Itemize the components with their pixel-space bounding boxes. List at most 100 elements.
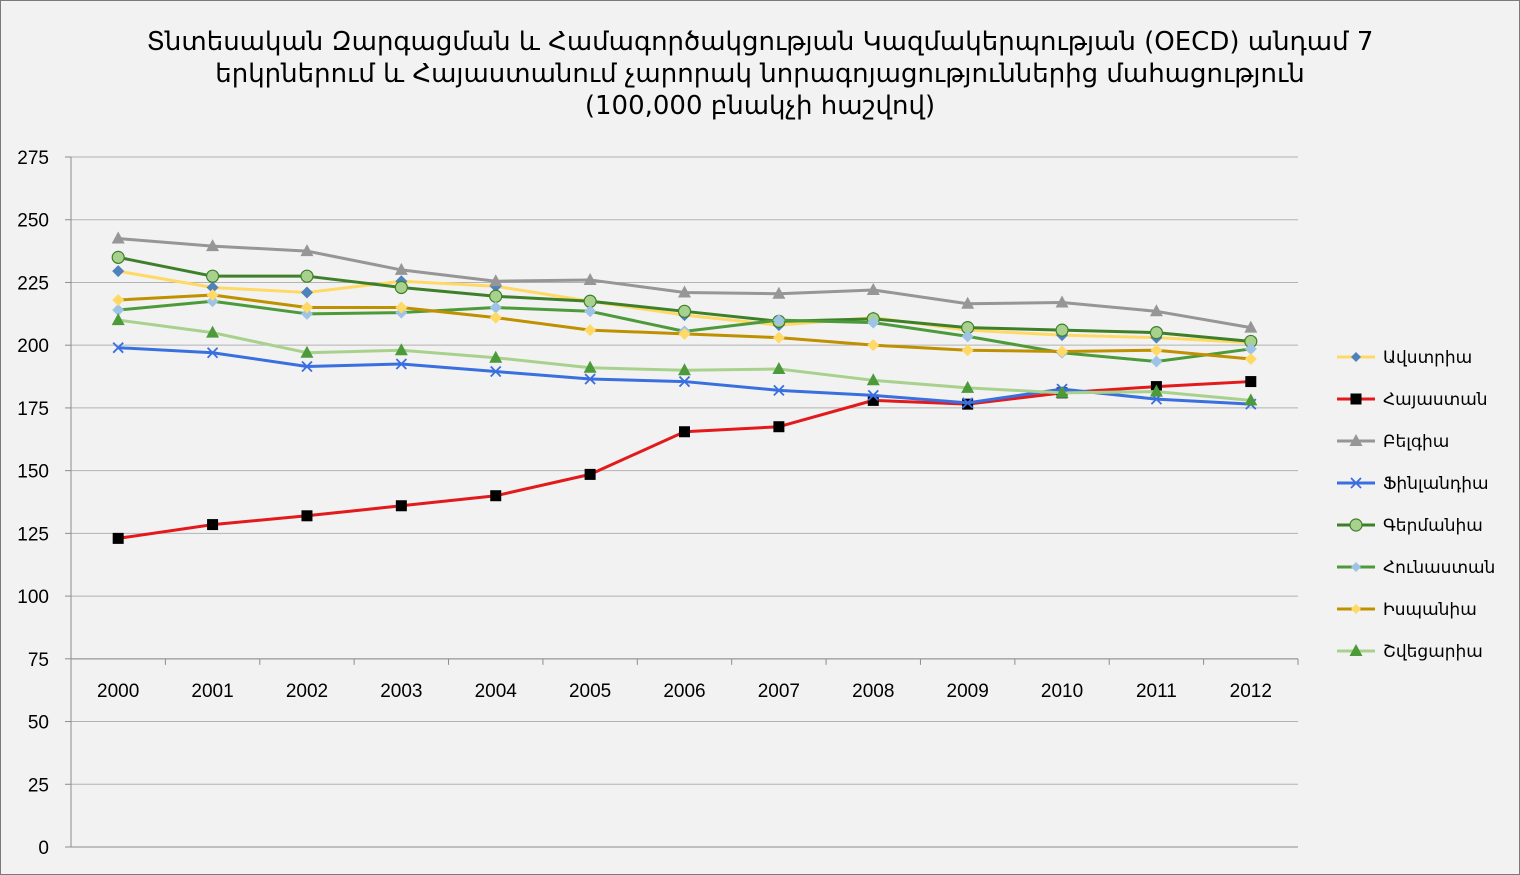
series-line bbox=[118, 346, 1251, 406]
x-tick-label: 2001 bbox=[191, 681, 233, 702]
chart-title-line-2: երկրներում և Հայաստանում չարորակ նորագոյ… bbox=[215, 59, 1305, 89]
data-point bbox=[961, 296, 975, 309]
data-point bbox=[961, 380, 975, 393]
legend-label: Ֆինլանդիա bbox=[1383, 474, 1489, 494]
data-point bbox=[112, 304, 125, 317]
y-tick-label: 25 bbox=[28, 775, 49, 796]
data-point bbox=[678, 327, 691, 340]
data-point bbox=[205, 269, 220, 283]
y-tick-label: 175 bbox=[17, 399, 49, 420]
legend-item: Ֆինլանդիա bbox=[1337, 474, 1489, 494]
data-point bbox=[679, 426, 690, 438]
series-line bbox=[117, 380, 1251, 540]
data-point bbox=[300, 269, 314, 283]
data-point bbox=[301, 360, 313, 373]
chart-title-line-1: Տնտեսական Զարգացման և Համագործակցության … bbox=[146, 27, 1374, 57]
y-tick-label: 50 bbox=[28, 713, 49, 734]
legend-item: Շվեցարիա bbox=[1337, 642, 1483, 662]
data-point bbox=[772, 362, 786, 375]
data-point bbox=[1055, 323, 1069, 337]
data-point bbox=[300, 244, 314, 257]
data-point bbox=[489, 301, 502, 314]
x-tick-label: 2006 bbox=[663, 681, 705, 702]
data-point bbox=[112, 342, 124, 354]
data-point bbox=[584, 305, 597, 318]
data-point bbox=[300, 286, 313, 299]
series-8 bbox=[111, 313, 1258, 406]
data-point bbox=[112, 532, 124, 544]
legend-swatch-marker bbox=[1351, 604, 1361, 614]
data-point bbox=[111, 250, 125, 264]
data-point bbox=[1150, 355, 1163, 368]
data-point bbox=[583, 272, 597, 285]
x-tick-label: 2002 bbox=[286, 681, 328, 702]
data-point bbox=[962, 397, 974, 409]
data-point bbox=[1055, 295, 1069, 308]
legend-label: Իսպանիա bbox=[1383, 600, 1477, 620]
chart-title-line-3: (100,000 բնակչի հաշվով) bbox=[584, 91, 936, 121]
y-tick-label: 0 bbox=[38, 838, 49, 859]
legend-swatch-marker bbox=[1349, 518, 1363, 532]
x-tick-label: 2008 bbox=[852, 681, 894, 702]
data-point bbox=[867, 339, 880, 352]
data-point bbox=[395, 301, 408, 314]
data-point bbox=[395, 500, 407, 512]
data-point bbox=[1056, 345, 1069, 358]
data-point bbox=[584, 373, 596, 385]
gridlines bbox=[71, 156, 1298, 785]
legend-label: Բելգիա bbox=[1383, 432, 1449, 452]
data-point bbox=[678, 375, 691, 388]
legend-swatch-marker bbox=[1350, 393, 1362, 405]
data-point bbox=[1244, 320, 1258, 333]
data-point bbox=[1055, 385, 1069, 398]
data-point bbox=[490, 365, 502, 378]
data-point bbox=[395, 358, 407, 370]
x-tick-label: 2000 bbox=[97, 681, 139, 702]
legend: Ավստրիա Հայաստան Բելգիա Ֆինլանդիա Գերմանիա Հո… bbox=[1337, 348, 1495, 662]
data-point bbox=[300, 345, 314, 358]
data-point bbox=[678, 363, 691, 376]
data-point bbox=[206, 295, 219, 308]
legend-label: Հայաստան bbox=[1383, 390, 1488, 410]
legend-item: Իսպանիա bbox=[1337, 600, 1477, 620]
data-point bbox=[584, 468, 596, 480]
data-point bbox=[489, 274, 503, 287]
data-point bbox=[206, 347, 219, 359]
series-7 bbox=[112, 289, 1257, 365]
data-point bbox=[866, 373, 880, 386]
data-point bbox=[111, 231, 125, 244]
data-point bbox=[489, 350, 503, 363]
data-point bbox=[772, 314, 785, 327]
data-point bbox=[206, 325, 220, 338]
y-tick-label: 275 bbox=[17, 148, 49, 169]
legend-swatch-marker bbox=[1349, 644, 1363, 656]
legend-swatch-marker bbox=[1350, 477, 1362, 489]
chart-title: Տնտեսական Զարգացման և Համագործակցության … bbox=[60, 26, 1460, 122]
data-point bbox=[677, 304, 692, 318]
legend-item: Հայաստան bbox=[1337, 390, 1488, 410]
series-4 bbox=[112, 342, 1257, 410]
data-point bbox=[867, 389, 879, 402]
data-point bbox=[583, 360, 597, 373]
y-tick-label: 225 bbox=[17, 273, 49, 294]
data-point bbox=[773, 384, 785, 396]
y-tick-label: 125 bbox=[17, 524, 49, 545]
data-point bbox=[111, 313, 125, 326]
legend-swatch-marker bbox=[1351, 352, 1361, 362]
data-point bbox=[112, 294, 125, 307]
data-point bbox=[206, 289, 219, 301]
y-tick-label: 75 bbox=[28, 650, 49, 671]
data-point bbox=[961, 344, 974, 357]
data-point bbox=[1149, 304, 1163, 317]
data-point bbox=[867, 316, 880, 329]
data-point bbox=[866, 282, 880, 295]
data-point bbox=[1244, 393, 1258, 406]
legend-swatch-marker bbox=[1351, 562, 1361, 572]
data-point bbox=[206, 239, 220, 252]
data-point bbox=[394, 280, 408, 295]
data-point bbox=[394, 343, 408, 356]
x-tick-label: 2011 bbox=[1136, 681, 1177, 702]
data-point bbox=[301, 510, 313, 522]
